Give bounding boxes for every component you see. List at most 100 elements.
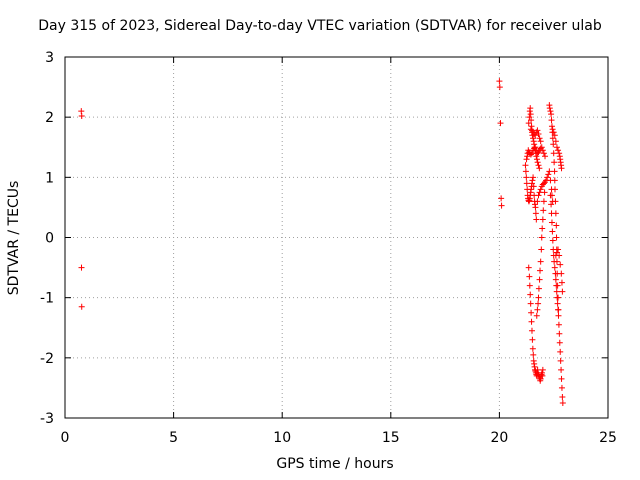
data-point — [556, 339, 563, 346]
data-point — [525, 264, 532, 271]
data-point — [523, 180, 530, 187]
data-point — [556, 252, 563, 259]
data-point — [555, 321, 562, 328]
data-point — [530, 351, 537, 358]
data-point — [538, 234, 545, 241]
data-point — [552, 270, 559, 277]
data-point — [532, 132, 539, 139]
data-point — [559, 288, 566, 295]
data-point — [550, 150, 557, 157]
data-point — [549, 228, 556, 235]
data-point — [549, 135, 556, 142]
x-axis-label: GPS time / hours — [276, 456, 394, 472]
data-point — [535, 192, 542, 199]
data-point — [535, 294, 542, 301]
data-point — [550, 129, 557, 136]
y-tick-label: 0 — [45, 231, 54, 247]
y-tick-label: -3 — [40, 411, 54, 427]
data-point — [535, 131, 542, 138]
data-point — [549, 237, 556, 244]
y-tick-label: 3 — [45, 50, 54, 66]
y-tick-label: -2 — [40, 351, 54, 367]
data-point — [529, 177, 536, 184]
data-point — [539, 366, 546, 373]
data-point — [551, 258, 558, 265]
data-point — [539, 216, 546, 223]
data-point — [552, 198, 559, 205]
data-point — [532, 144, 539, 151]
data-point — [534, 150, 541, 157]
data-point — [540, 180, 547, 187]
data-point — [547, 108, 554, 115]
data-point — [527, 111, 534, 118]
data-point — [534, 306, 541, 313]
y-tick-label: 1 — [45, 170, 54, 186]
data-point — [546, 168, 553, 175]
data-point — [528, 117, 535, 124]
grid-lines — [65, 57, 608, 418]
data-point — [540, 150, 547, 157]
x-tick-label: 0 — [61, 430, 70, 446]
data-point — [547, 192, 554, 199]
data-point — [559, 393, 566, 400]
data-point — [539, 372, 546, 379]
data-point — [528, 309, 535, 316]
plot-frame — [64, 56, 609, 419]
data-point — [551, 132, 558, 139]
data-point — [538, 144, 545, 151]
data-point — [533, 153, 540, 160]
data-point — [557, 261, 564, 268]
chart-title: Day 315 of 2023, Sidereal Day-to-day VTE… — [38, 18, 602, 34]
data-point — [533, 312, 540, 319]
data-point — [536, 189, 543, 196]
data-point — [553, 234, 560, 241]
data-point — [546, 105, 553, 112]
data-point — [548, 111, 555, 118]
data-point — [529, 336, 536, 343]
data-point — [548, 219, 555, 226]
data-point — [556, 330, 563, 337]
data-point — [537, 186, 544, 193]
data-point — [527, 126, 534, 133]
data-point — [536, 135, 543, 142]
data-point — [496, 78, 503, 85]
data-point — [548, 117, 555, 124]
data-point — [552, 186, 559, 193]
data-point — [523, 174, 530, 181]
data-point — [555, 147, 562, 154]
data-point — [558, 366, 565, 373]
data-point — [545, 171, 552, 178]
data-point — [537, 138, 544, 145]
data-point — [558, 279, 565, 286]
data-point — [555, 306, 562, 313]
data-point — [554, 294, 561, 301]
data-point — [539, 225, 546, 232]
data-point — [553, 144, 560, 151]
data-point — [528, 327, 535, 334]
data-point — [548, 210, 555, 217]
data-point — [526, 114, 533, 121]
data-point — [551, 177, 558, 184]
data-point — [557, 357, 564, 364]
data-point — [539, 147, 546, 154]
data-point — [527, 105, 534, 112]
data-point — [532, 204, 539, 211]
data-points — [78, 78, 566, 406]
data-point — [551, 159, 558, 166]
x-tick-label: 15 — [382, 430, 400, 446]
data-point — [552, 138, 559, 145]
data-point — [528, 150, 535, 157]
data-point — [553, 249, 560, 256]
data-point — [532, 210, 539, 217]
axis-ticks: 0 5 10 15 20 25 -3 -2 -1 0 1 2 3 — [40, 50, 617, 446]
data-point — [557, 348, 564, 355]
data-point — [498, 195, 505, 202]
data-point — [497, 120, 504, 127]
data-point — [551, 168, 558, 175]
data-point — [540, 198, 547, 205]
data-point — [528, 318, 535, 325]
x-tick-label: 5 — [169, 430, 178, 446]
data-point — [533, 156, 540, 163]
data-point — [534, 127, 541, 134]
data-point — [525, 120, 532, 127]
